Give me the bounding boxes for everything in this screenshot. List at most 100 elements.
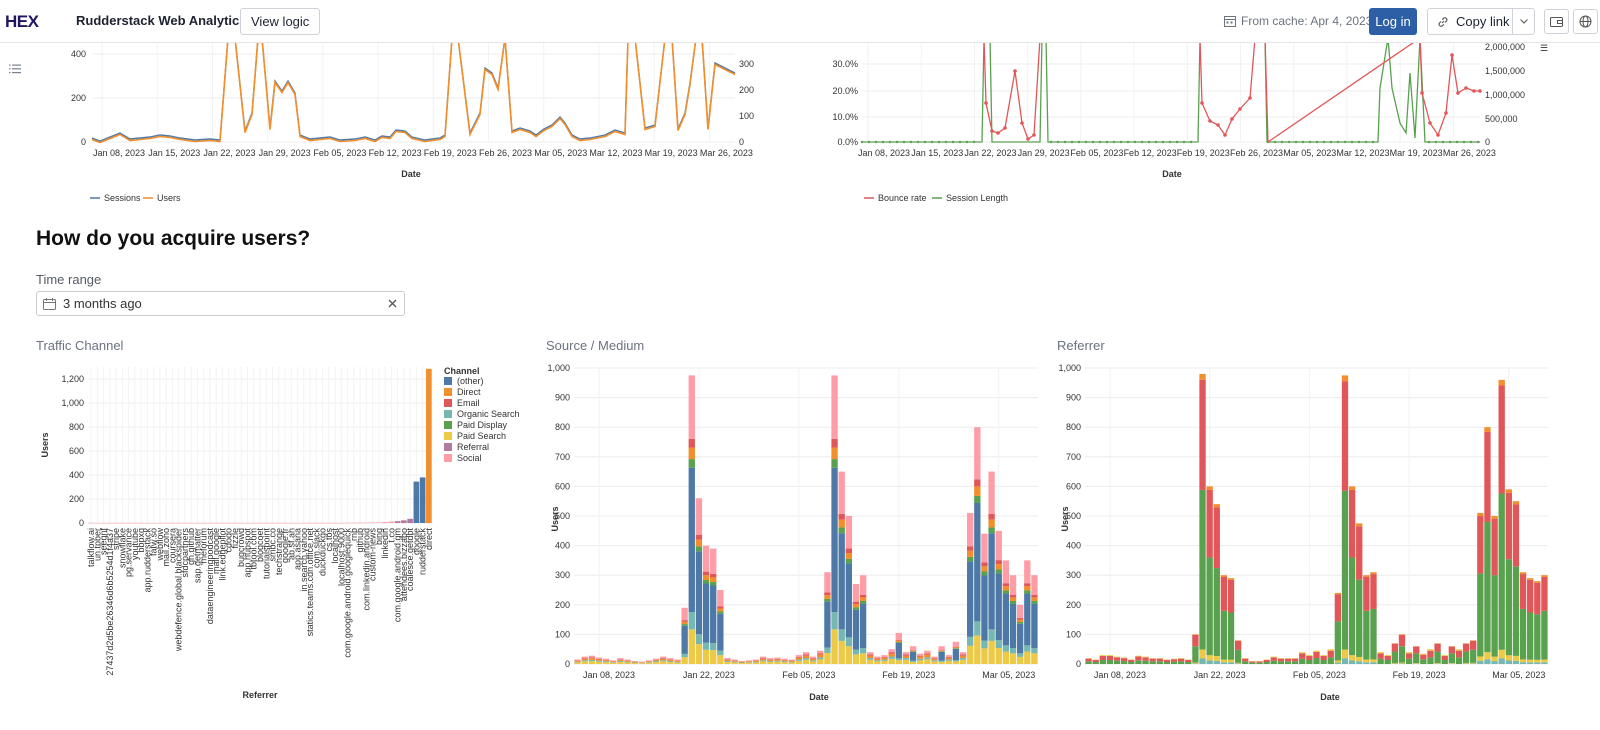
bar-segment [888,653,895,657]
bar-segment [710,577,717,583]
bar-segment [1113,660,1121,664]
bar-segment [852,654,860,664]
bar-segment [745,661,753,663]
session-length-point [888,140,892,144]
bar-segment [1470,662,1477,664]
referrer-ylabel: Users [1060,506,1070,531]
bar-segment [1541,610,1548,660]
session-length-point [1077,140,1081,144]
bar-segment [1348,660,1356,664]
x-tick-label: Mar 12, 2023 [1336,148,1389,158]
bar-segment [1002,586,1010,591]
x-tick-label: Jan 08, 2023 [858,148,910,158]
y-tick-label: 200 [555,600,570,610]
x-tick-label: Feb 19, 2023 [424,148,477,158]
bar-segment [1434,662,1441,664]
bar-segment [617,659,624,660]
bar [88,522,94,524]
bounce-rate-point [1472,89,1476,93]
bar-segment [595,658,603,660]
bar-segment [852,649,860,655]
bar [300,522,307,524]
bar-segment [1002,590,1010,594]
bar-segment [859,594,867,598]
time-range-input[interactable]: 3 months ago [36,291,405,316]
x-tick-label: sap.getmatter [192,528,202,583]
bar-segment [959,655,967,659]
bar-segment [1313,652,1320,659]
bar-segment [895,658,902,661]
bar-segment [1121,657,1128,659]
bar-segment [1491,518,1498,576]
login-button[interactable]: Log in [1369,8,1417,35]
globe-icon [1579,15,1592,28]
bar [194,522,201,524]
bar-segment [767,659,774,662]
bar-segment [610,660,617,662]
bar [244,522,251,524]
hex-logo[interactable]: HEX [5,12,50,30]
bar-segment [588,658,596,660]
bar-segment [981,566,988,572]
bar-segment [588,659,596,662]
bar-segment [795,656,803,658]
outline-toggle[interactable] [9,61,21,79]
bar-segment [1334,662,1342,664]
x-tick-label: Feb 26, 2023 [1230,148,1283,158]
x-tick-label: cs.tos [324,528,334,552]
wallet-button[interactable] [1544,9,1569,34]
x-tick-label: Mar 05, 2023 [982,670,1035,680]
y-tick-label: 100 [555,629,570,639]
x-tick-label: app.rudderstack [142,528,152,593]
bar-segment [1170,658,1178,660]
bar-segment [988,533,995,630]
bar-segment [1199,489,1206,650]
x-tick-label: bbpxq [136,528,146,553]
source-x-axis: Jan 08, 2023 Jan 22, 2023 Feb 05, 2023 Feb … [583,670,1035,680]
bar-segment [1441,656,1448,661]
bar-segment [817,657,824,660]
x-tick-label: smbc.co [268,528,278,562]
view-logic-button[interactable]: View logic [240,8,321,35]
y2-tick-label: 2,000,000 [1485,43,1525,52]
sessions-chart-legend: Sessions Users [90,193,181,203]
y-tick-label: 10.0% [832,112,858,122]
chevron-down-icon[interactable] [1512,9,1534,34]
session-length-point [1476,140,1480,144]
bar-segment [945,655,952,657]
bar-segment [710,548,717,574]
traffic-xlabel: Referrer [242,690,278,700]
bar-segment [1227,659,1235,663]
bar [100,522,107,524]
y2-tick-label: 0 [1485,137,1490,147]
bar-segment [1121,661,1128,664]
bar-segment [1313,650,1320,653]
bar-segment [674,660,681,662]
bar-segment [1320,656,1327,661]
bar-segment [1002,651,1010,664]
bar-segment [845,516,852,549]
x-tick-label: t.co [386,528,396,543]
bar-segment [595,661,603,664]
session-length-point [1168,140,1172,144]
bar-segment [1256,662,1263,664]
bar-segment [717,611,724,614]
bar-segment [924,659,931,664]
bar-segment [867,655,874,659]
bar-segment [581,658,588,661]
globe-button[interactable] [1573,9,1598,34]
bar-segment [788,660,795,662]
bar-segment [881,656,888,658]
bar-segment [1031,594,1038,598]
bar-segment [1113,656,1121,658]
bar-segment [1009,575,1017,595]
copy-link-button[interactable]: Copy link [1427,8,1535,35]
y-tick-label: 700 [555,452,570,462]
bar-segment [1498,379,1505,386]
x-tick-label: stripe [111,528,121,550]
bar-segment [1356,656,1363,662]
bar-segment [831,612,838,630]
bar-segment [702,575,710,580]
clear-icon[interactable] [380,299,404,308]
session-length-point [1308,140,1312,144]
